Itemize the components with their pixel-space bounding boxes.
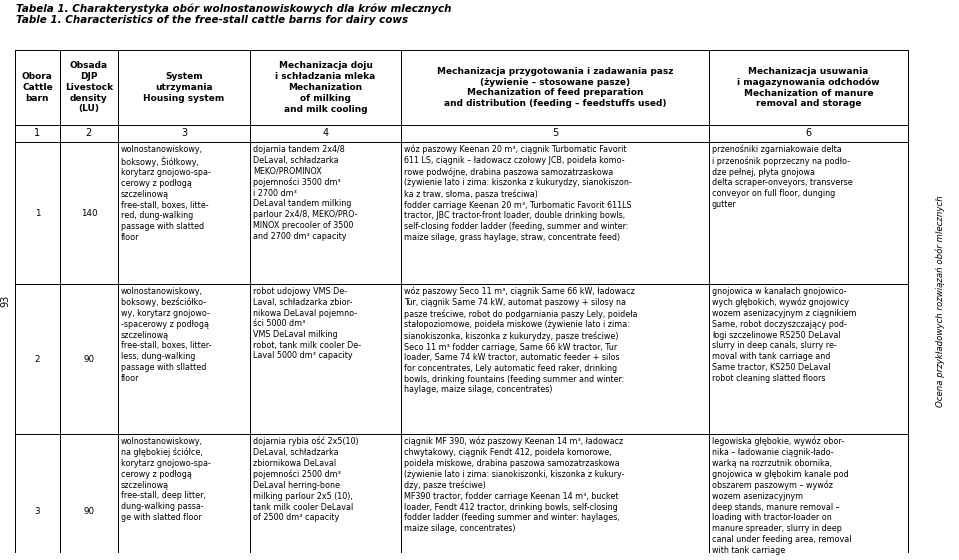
Text: Table 1. Characteristics of the free-stall cattle barns for dairy cows: Table 1. Characteristics of the free-sta… [16, 15, 409, 25]
Text: robot udojowy VMS De-
Laval, schładzarka zbior-
nikowa DeLaval pojemno-
ści 5000: robot udojowy VMS De- Laval, schładzarka… [253, 287, 362, 361]
Text: 90: 90 [83, 354, 94, 363]
Text: wolnostanowiskowy,
boksowy, bezściółko-
wy, korytarz gnojowo-
-spacerowy z podło: wolnostanowiskowy, boksowy, bezściółko- … [121, 287, 211, 382]
Text: dojarnia tandem 2x4/8
DeLaval, schładzarka
MEKO/PROMINOX
pojemności 3500 dm³
i 2: dojarnia tandem 2x4/8 DeLaval, schładzar… [253, 145, 358, 241]
Text: 1: 1 [35, 128, 40, 138]
Text: wóz paszowy Keenan 20 m³, ciągnik Turbomatic Favorit
611 LS, ciągnik – ładowacz : wóz paszowy Keenan 20 m³, ciągnik Turbom… [404, 145, 632, 242]
Text: legowiska głębokie, wywóz obor-
nika – ładowanie ciągnik-łado-
warką na rozrzutn: legowiska głębokie, wywóz obor- nika – ł… [712, 437, 852, 554]
Text: Mechanizacja usuwania
i magazynowania odchodów
Mechanization of manure
removal a: Mechanizacja usuwania i magazynowania od… [737, 67, 879, 109]
Text: 4: 4 [322, 128, 329, 138]
Text: System
utrzymania
Housing system: System utrzymania Housing system [143, 72, 224, 102]
Text: 2: 2 [85, 128, 92, 138]
Text: gnojowica w kanałach gnojowico-
wych głębokich, wywóz gnojowicy
wozem asenizacyj: gnojowica w kanałach gnojowico- wych głę… [712, 287, 856, 382]
Text: 93: 93 [0, 295, 10, 307]
Text: 1: 1 [35, 208, 40, 217]
Text: ciągnik MF 390, wóz paszowy Keenan 14 m³, ładowacz
chwytakowy, ciągnik Fendt 412: ciągnik MF 390, wóz paszowy Keenan 14 m³… [404, 437, 624, 533]
Text: 3: 3 [35, 507, 40, 516]
Text: Obora
Cattle
barn: Obora Cattle barn [22, 72, 53, 102]
Text: Mechanizacja przygotowania i zadawania pasz
(żywienie – stosowane pasze)
Mechani: Mechanizacja przygotowania i zadawania p… [436, 67, 673, 108]
Text: 3: 3 [181, 128, 187, 138]
Text: 140: 140 [81, 208, 97, 217]
Text: dojarnia rybia ość 2x5(10)
DeLaval, schładzarka
zbiornikowa DeLaval
pojemności 2: dojarnia rybia ość 2x5(10) DeLaval, schł… [253, 437, 359, 522]
Text: Obsada
DJP
Livestock
density
(LU): Obsada DJP Livestock density (LU) [65, 62, 113, 114]
Text: 5: 5 [551, 128, 558, 138]
Text: wóz paszowy Seco 11 m³, ciągnik Same 66 kW, ładowacz
Tur, ciągnik Same 74 kW, au: wóz paszowy Seco 11 m³, ciągnik Same 66 … [404, 287, 638, 394]
Text: 2: 2 [35, 354, 40, 363]
Text: Tabela 1. Charakterystyka obór wolnostanowiskowych dla krów mlecznych: Tabela 1. Charakterystyka obór wolnostan… [16, 4, 452, 15]
Text: wolnostanowiskowy,
na głębokiej ściółce,
korytarz gnojowo-spa-
cerowy z podłogą
: wolnostanowiskowy, na głębokiej ściółce,… [121, 437, 211, 522]
Text: przenośniki zgarniakowaie delta
i przenośnik poprzeczny na podło-
dze pełnej, pł: przenośniki zgarniakowaie delta i przeno… [712, 145, 853, 209]
Text: Mechanizacja doju
i schładzania mleka
Mechanization
of milking
and milk cooling: Mechanizacja doju i schładzania mleka Me… [275, 62, 376, 114]
Text: wolnostanowiskowy,
boksowy, Ŝiółkowy,
korytarz gnojowo-spa-
cerowy z podłogą
szc: wolnostanowiskowy, boksowy, Ŝiółkowy, ko… [121, 145, 211, 242]
Text: Ocena przykładowych rozwiązań obór mlecznych: Ocena przykładowych rozwiązań obór mlecz… [935, 195, 945, 407]
Text: 6: 6 [806, 128, 811, 138]
Text: 90: 90 [83, 507, 94, 516]
